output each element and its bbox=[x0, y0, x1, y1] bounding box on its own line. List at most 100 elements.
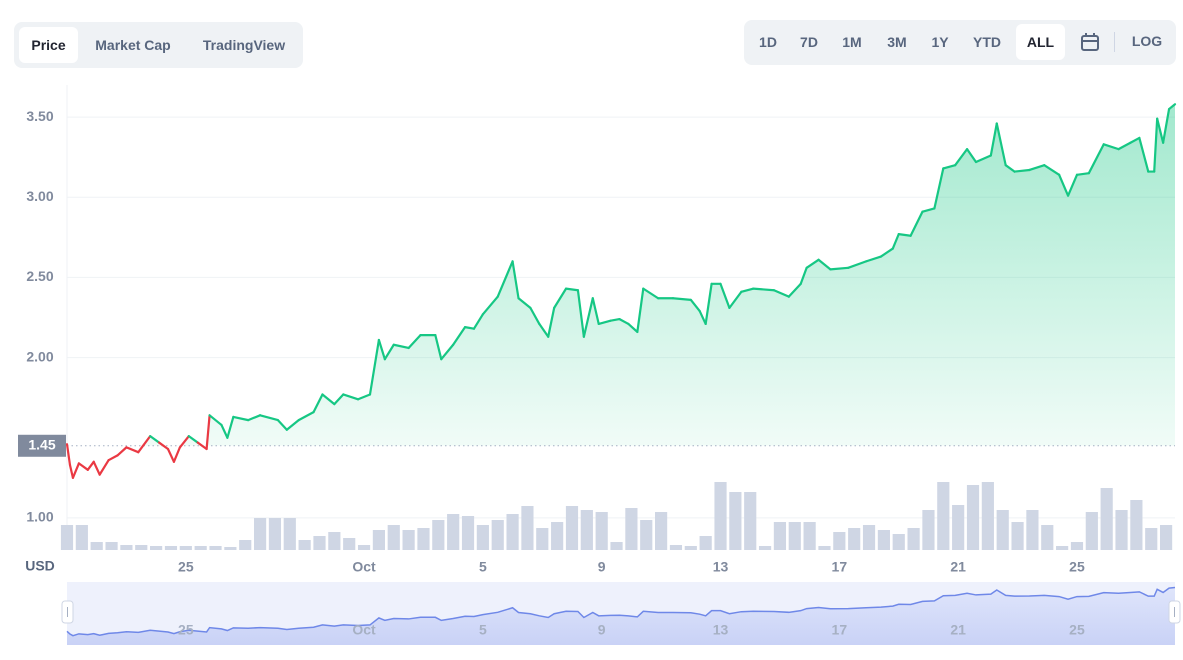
price-line-segment bbox=[178, 435, 190, 449]
volume-bar bbox=[788, 522, 801, 550]
price-line-segment bbox=[1167, 103, 1177, 111]
price-line-segment bbox=[65, 443, 72, 467]
price-line-segment bbox=[891, 233, 900, 250]
price-line-segment bbox=[799, 266, 808, 285]
volume-bar bbox=[90, 542, 103, 550]
log-button[interactable]: LOG bbox=[1131, 33, 1163, 49]
y-tick-label: 3.50 bbox=[26, 108, 53, 124]
price-line-segment bbox=[205, 414, 211, 451]
price-line-segment bbox=[618, 318, 630, 326]
price-line-segment bbox=[974, 154, 992, 164]
price-line-segment bbox=[342, 393, 360, 401]
price-line-segment bbox=[68, 463, 75, 479]
volume-bar bbox=[580, 510, 593, 550]
volume-bar bbox=[268, 518, 282, 550]
tab[interactable]: Price bbox=[19, 27, 78, 63]
price-line-segment bbox=[547, 306, 556, 338]
volume-bar bbox=[506, 514, 519, 550]
price-line-segment bbox=[564, 287, 580, 292]
volume-bar bbox=[120, 545, 133, 550]
price-line-segment bbox=[258, 414, 280, 422]
price-line-segment bbox=[368, 338, 381, 396]
volume-bar bbox=[357, 545, 371, 550]
price-line-segment bbox=[1138, 136, 1150, 173]
volume-bar bbox=[432, 520, 445, 550]
price-line-segment bbox=[434, 334, 443, 361]
range-button[interactable]: 3M bbox=[887, 34, 907, 50]
volume-bar bbox=[1011, 522, 1024, 550]
navigator-tick-label: 9 bbox=[598, 622, 606, 638]
price-line-segment bbox=[787, 282, 802, 298]
price-line-segment bbox=[196, 441, 208, 451]
price-line-segment bbox=[297, 411, 315, 422]
price-line-segment bbox=[220, 423, 229, 439]
volume-bar bbox=[239, 540, 252, 550]
volume-bar bbox=[150, 546, 163, 550]
price-line-segment bbox=[1162, 107, 1171, 144]
volume-bar bbox=[224, 547, 237, 550]
calendar-icon[interactable] bbox=[1080, 32, 1100, 52]
price-line-segment bbox=[989, 122, 998, 157]
y-tick-label: 2.50 bbox=[26, 268, 53, 284]
range-button[interactable]: 1Y bbox=[931, 34, 949, 50]
price-line-segment bbox=[1117, 141, 1132, 151]
y-tick-label: 2.00 bbox=[26, 348, 53, 364]
volume-bar bbox=[565, 506, 579, 550]
range-button[interactable]: YTD bbox=[973, 34, 1001, 50]
price-line-segment bbox=[805, 258, 820, 269]
price-line-segment bbox=[879, 247, 894, 258]
navigator-handle[interactable] bbox=[1168, 600, 1181, 624]
price-line-segment bbox=[208, 414, 223, 427]
volume-bar bbox=[1041, 525, 1054, 550]
price-line-segment bbox=[752, 287, 776, 292]
x-tick-label: Oct bbox=[352, 559, 376, 575]
price-line-segment bbox=[933, 167, 945, 210]
tab[interactable]: Market Cap bbox=[95, 37, 171, 53]
navigator-tick-label: 21 bbox=[950, 622, 966, 638]
volume-bar bbox=[328, 532, 341, 550]
volume-bar bbox=[60, 525, 74, 550]
price-line-segment bbox=[116, 446, 128, 457]
price-line-segment bbox=[440, 343, 455, 361]
volume-bar bbox=[655, 512, 668, 550]
price-line-segment bbox=[704, 282, 713, 326]
price-line-segment bbox=[172, 446, 181, 463]
price-line-segment bbox=[321, 393, 336, 406]
volume-bar bbox=[625, 508, 638, 550]
volume-bar bbox=[105, 542, 118, 550]
price-line-segment bbox=[995, 122, 1007, 167]
volume-bar bbox=[892, 534, 905, 550]
price-line-segment bbox=[149, 435, 161, 444]
price-line-segment bbox=[728, 290, 743, 309]
price-line-segment bbox=[576, 289, 585, 338]
price-line-segment bbox=[1013, 168, 1031, 173]
navigator-tick-label: 5 bbox=[479, 622, 487, 638]
volume-bar bbox=[729, 492, 742, 550]
range-button[interactable]: 1D bbox=[759, 34, 777, 50]
price-line-segment bbox=[166, 447, 176, 463]
tab[interactable]: TradingView bbox=[202, 37, 286, 53]
price-line-segment bbox=[1156, 117, 1165, 144]
volume-bar bbox=[521, 506, 534, 550]
volume-bar bbox=[862, 525, 876, 550]
volume-bar bbox=[1026, 510, 1039, 550]
price-line-segment bbox=[829, 266, 850, 271]
price-line-segment bbox=[226, 415, 235, 439]
price-line-segment bbox=[107, 454, 119, 462]
volume-bar bbox=[135, 545, 148, 550]
range-button[interactable]: ALL bbox=[1016, 24, 1065, 60]
navigator-tick-label: 25 bbox=[178, 622, 194, 638]
y-tick-label: 3.00 bbox=[26, 188, 53, 204]
price-line-segment bbox=[98, 459, 110, 476]
navigator-handle[interactable] bbox=[61, 600, 74, 624]
price-line-segment bbox=[1129, 136, 1141, 144]
volume-bar bbox=[447, 514, 460, 550]
range-button[interactable]: 1M bbox=[842, 34, 862, 50]
price-line-segment bbox=[1087, 143, 1105, 175]
separator bbox=[1114, 32, 1115, 52]
price-line-segment bbox=[357, 393, 372, 401]
price-line-segment bbox=[627, 322, 639, 334]
range-button[interactable]: 7D bbox=[800, 34, 818, 50]
volume-bar bbox=[803, 522, 816, 550]
